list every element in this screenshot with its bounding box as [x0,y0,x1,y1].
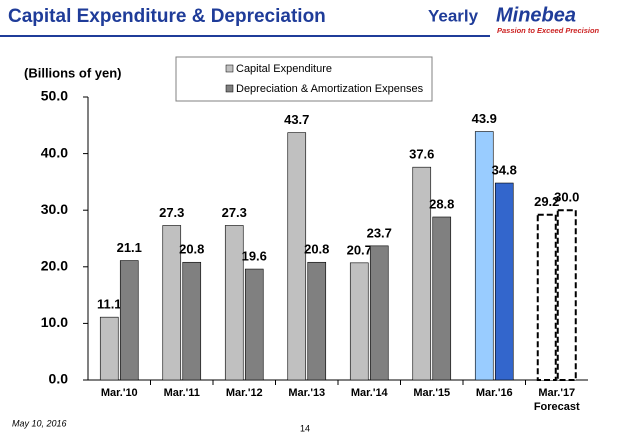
y-tick-label: 10.0 [41,314,68,330]
value-label: 19.6 [242,249,267,264]
x-tick-label: Mar.'14 [351,387,389,399]
value-label: 27.3 [222,205,247,220]
value-label: 37.6 [409,147,434,162]
bar [224,225,244,381]
bar [182,261,202,381]
legend-swatch [225,64,234,73]
bar [99,316,119,381]
value-label: 20.8 [304,242,329,257]
value-label: 43.9 [472,111,497,126]
y-axis-label: (Billions of yen) [24,65,122,80]
y-tick-label: 50.0 [41,88,68,104]
y-tick-label: 40.0 [41,144,68,160]
value-label: 34.8 [492,162,517,177]
value-label: 30.0 [554,190,579,205]
bar [307,261,327,381]
forecast-label: Forecast [534,401,580,413]
bar [119,260,139,381]
value-label: 11.1 [97,297,122,312]
footer-date: May 10, 2016 [12,418,67,428]
bar [287,132,307,381]
x-tick-label: Mar.'12 [226,387,263,399]
page-number: 14 [300,423,310,433]
value-label: 27.3 [159,205,184,220]
legend-label: Capital Expenditure [236,63,332,75]
slogan: Passion to Exceed Precision [497,26,600,35]
value-label: 43.7 [284,112,309,127]
value-label: 20.7 [347,242,372,257]
bar [349,262,369,381]
x-tick-label: Mar.'11 [164,387,200,399]
period: Yearly [428,6,479,25]
slide-title: Capital Expenditure & Depreciation [8,6,326,27]
legend-label: Depreciation & Amortization Expenses [236,83,424,95]
x-tick-label: Mar.'15 [413,387,450,399]
legend-swatch [225,84,234,93]
value-label: 21.1 [117,240,142,255]
value-label: 20.8 [179,242,204,257]
x-tick-label: Mar.'13 [288,387,325,399]
y-tick-label: 0.0 [49,371,69,387]
bar [494,182,514,381]
legend [175,56,433,102]
bar [536,213,557,381]
bar [432,216,452,381]
bar [244,268,264,381]
value-label: 29.2 [534,194,559,209]
value-label: 28.8 [429,196,454,211]
y-tick-label: 30.0 [41,201,68,217]
x-tick-label: Mar.'10 [101,387,138,399]
logo: Minebea [496,4,576,26]
x-tick-label: Mar.'17 [538,387,575,399]
bar [369,245,389,381]
bar [412,166,432,381]
bar [162,225,182,381]
value-label: 23.7 [367,225,392,240]
bar [474,131,494,381]
x-tick-label: Mar.'16 [476,387,513,399]
bar [556,209,577,381]
y-tick-label: 20.0 [41,258,68,274]
